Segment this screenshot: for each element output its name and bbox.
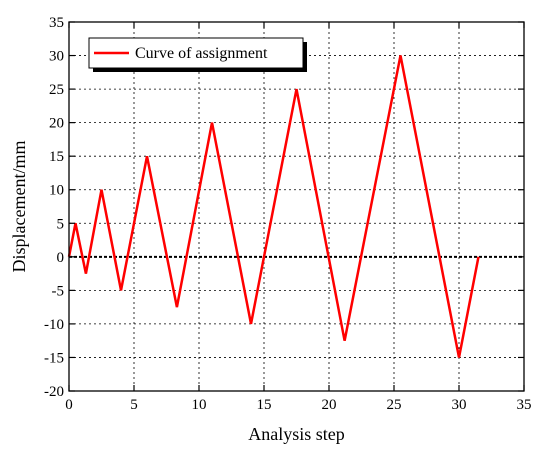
y-tick-label: 25 xyxy=(49,82,64,98)
x-tick-label: 25 xyxy=(387,397,402,413)
legend: Curve of assignment xyxy=(88,37,307,72)
x-tick-label: 0 xyxy=(65,397,73,413)
y-tick-label: 15 xyxy=(49,149,64,165)
y-tick-label: -20 xyxy=(44,384,64,400)
series-layer xyxy=(67,55,480,358)
x-tick-label: 5 xyxy=(130,397,138,413)
plot-frame xyxy=(68,21,525,392)
x-tick-label: 30 xyxy=(452,397,467,413)
y-tick-label: 35 xyxy=(49,15,64,31)
x-tick-label: 15 xyxy=(257,397,272,413)
series-line xyxy=(67,55,480,358)
x-axis-title: Analysis step xyxy=(248,424,345,444)
y-tick-label: 10 xyxy=(49,183,64,199)
x-tick-label: 35 xyxy=(517,397,532,413)
axis-ticks: 0 5 10 15 20 25 30 35 35 30 25 20 15 10 5 0 -5 -10 -15 -20 xyxy=(44,15,532,413)
y-tick-label: -5 xyxy=(52,283,65,299)
x-tick-label: 20 xyxy=(322,397,337,413)
y-tick-label: -15 xyxy=(44,350,64,366)
x-tick-label: 10 xyxy=(192,397,207,413)
y-axis-title: Displacement/mm xyxy=(9,141,29,273)
y-tick-label: 30 xyxy=(49,49,64,65)
legend-label: Curve of assignment xyxy=(135,45,268,62)
y-tick-label: 20 xyxy=(49,116,64,132)
y-tick-label: 5 xyxy=(57,216,65,232)
y-tick-label: -10 xyxy=(44,317,64,333)
y-tick-label: 0 xyxy=(57,250,65,266)
